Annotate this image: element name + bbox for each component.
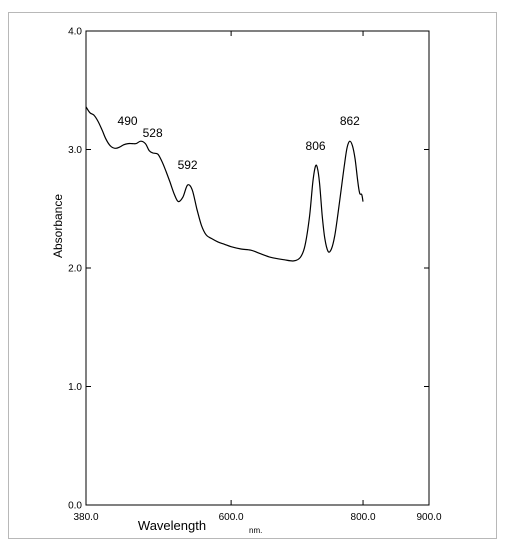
peak-label: 528 bbox=[143, 126, 163, 140]
peak-label: 592 bbox=[178, 158, 198, 172]
x-tick-label: 380.0 bbox=[73, 512, 98, 523]
peak-label: 806 bbox=[306, 139, 326, 153]
peak-labels: 490 528 592 806 862 bbox=[118, 114, 361, 172]
peak-label: 490 bbox=[118, 114, 138, 128]
y-tick-label: 2.0 bbox=[68, 264, 82, 275]
x-tick-label: 600.0 bbox=[219, 512, 244, 523]
y-tick-label: 1.0 bbox=[68, 382, 82, 393]
x-axis-unit: nm. bbox=[249, 526, 262, 535]
x-ticks: 380.0 600.0 800.0 900.0 bbox=[73, 31, 442, 523]
plot-area bbox=[85, 30, 430, 506]
y-axis-label: Absorbance bbox=[51, 194, 65, 258]
y-tick-label: 3.0 bbox=[68, 145, 82, 156]
y-tick-label: 0.0 bbox=[68, 501, 82, 512]
peak-label: 862 bbox=[340, 114, 360, 128]
chart-frame bbox=[8, 12, 497, 539]
x-axis-label: Wavelength bbox=[138, 518, 206, 533]
series-line bbox=[85, 106, 364, 262]
x-tick-label: 800.0 bbox=[351, 512, 376, 523]
x-tick-label: 900.0 bbox=[416, 512, 441, 523]
y-ticks: 0.0 1.0 2.0 3.0 4.0 bbox=[68, 27, 429, 512]
y-tick-label: 4.0 bbox=[68, 27, 82, 38]
